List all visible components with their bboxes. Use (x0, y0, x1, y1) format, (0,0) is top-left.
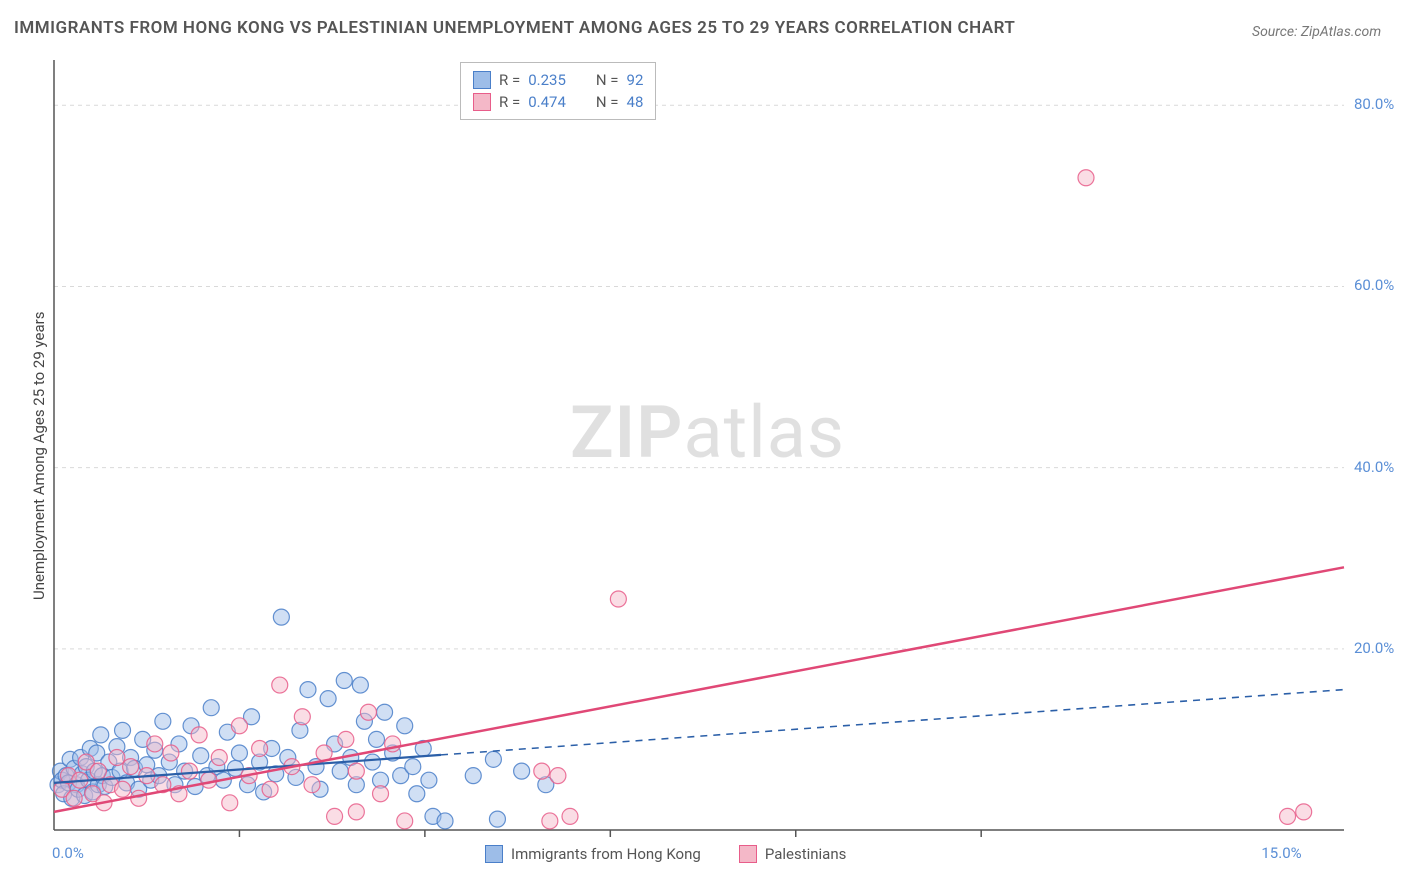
scatter-plot-svg (54, 60, 1344, 830)
trend-line-dashed (441, 690, 1344, 755)
scatter-point (1280, 808, 1296, 824)
scatter-point (550, 768, 566, 784)
legend-series-item: Palestinians (739, 845, 847, 863)
scatter-point (421, 772, 437, 788)
scatter-point (397, 813, 413, 829)
scatter-point (300, 682, 316, 698)
scatter-point (203, 700, 219, 716)
legend-series-label: Immigrants from Hong Kong (511, 845, 701, 863)
n-value: 48 (627, 93, 644, 111)
n-label: N = (596, 93, 619, 111)
legend-swatch (485, 845, 503, 863)
scatter-point (273, 609, 289, 625)
scatter-point (147, 736, 163, 752)
legend-swatch (473, 71, 491, 89)
scatter-point (201, 772, 217, 788)
r-label: R = (499, 93, 520, 111)
scatter-point (373, 786, 389, 802)
scatter-point (360, 704, 376, 720)
scatter-point (542, 813, 558, 829)
y-tick-label: 60.0% (1354, 276, 1394, 294)
scatter-point (352, 677, 368, 693)
scatter-point (332, 763, 348, 779)
scatter-point (437, 813, 453, 829)
chart-title: IMMIGRANTS FROM HONG KONG VS PALESTINIAN… (14, 18, 1015, 38)
scatter-point (377, 704, 393, 720)
scatter-point (222, 795, 238, 811)
scatter-point (1296, 804, 1312, 820)
scatter-point (262, 781, 278, 797)
scatter-point (348, 763, 364, 779)
y-tick-label: 40.0% (1354, 458, 1394, 476)
legend-swatch (739, 845, 757, 863)
legend-stat-row: R = 0.235 N = 92 (473, 69, 643, 91)
scatter-point (115, 722, 131, 738)
n-label: N = (596, 71, 619, 89)
scatter-point (272, 677, 288, 693)
scatter-point (336, 673, 352, 689)
legend-swatch (473, 93, 491, 111)
scatter-point (66, 790, 82, 806)
scatter-point (90, 763, 106, 779)
y-axis-label: Unemployment Among Ages 25 to 29 years (30, 312, 48, 600)
correlation-legend: R = 0.235 N = 92 R = 0.474 N = 48 (460, 62, 656, 120)
scatter-point (193, 748, 209, 764)
r-value: 0.474 (528, 93, 566, 111)
source-attribution: Source: ZipAtlas.com (1252, 24, 1381, 40)
scatter-point (338, 731, 354, 747)
scatter-point (294, 709, 310, 725)
scatter-point (231, 718, 247, 734)
scatter-point (1078, 170, 1094, 186)
scatter-point (93, 727, 109, 743)
y-tick-label: 80.0% (1354, 95, 1394, 113)
trend-line (54, 567, 1344, 812)
scatter-point (610, 591, 626, 607)
chart-plot-area: ZIPatlas (54, 60, 1344, 830)
scatter-point (131, 790, 147, 806)
x-tick-label: 15.0% (1261, 844, 1301, 862)
scatter-point (181, 763, 197, 779)
scatter-point (115, 781, 131, 797)
scatter-point (327, 808, 343, 824)
legend-stat-row: R = 0.474 N = 48 (473, 91, 643, 113)
n-value: 92 (627, 71, 644, 89)
scatter-point (409, 786, 425, 802)
r-value: 0.235 (528, 71, 566, 89)
scatter-point (489, 811, 505, 827)
series-legend: Immigrants from Hong Kong Palestinians (485, 845, 874, 863)
scatter-point (191, 727, 207, 743)
scatter-point (397, 718, 413, 734)
x-tick-label: 0.0% (52, 844, 84, 862)
legend-series-label: Palestinians (765, 845, 847, 863)
scatter-point (320, 691, 336, 707)
scatter-point (211, 750, 227, 766)
scatter-point (405, 759, 421, 775)
legend-series-item: Immigrants from Hong Kong (485, 845, 701, 863)
scatter-point (109, 750, 125, 766)
scatter-point (163, 745, 179, 761)
y-tick-label: 20.0% (1354, 639, 1394, 657)
scatter-point (369, 731, 385, 747)
scatter-point (304, 777, 320, 793)
scatter-point (231, 745, 247, 761)
scatter-point (485, 751, 501, 767)
scatter-point (252, 740, 268, 756)
scatter-point (123, 759, 139, 775)
scatter-point (514, 763, 530, 779)
scatter-point (534, 763, 550, 779)
scatter-point (465, 768, 481, 784)
scatter-point (155, 713, 171, 729)
scatter-point (562, 808, 578, 824)
r-label: R = (499, 71, 520, 89)
scatter-point (364, 754, 380, 770)
scatter-point (348, 804, 364, 820)
